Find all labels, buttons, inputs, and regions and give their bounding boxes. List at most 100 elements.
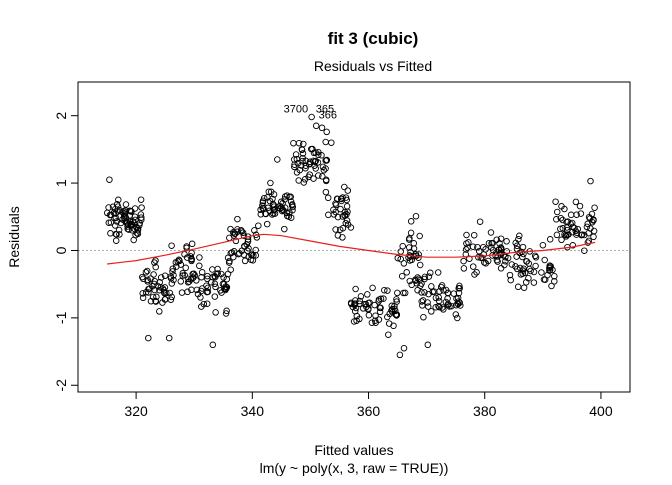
residual-point xyxy=(516,264,524,272)
residual-point xyxy=(185,278,193,285)
residual-point xyxy=(260,205,267,213)
residual-point xyxy=(320,166,328,174)
residual-point xyxy=(412,212,420,220)
residual-point xyxy=(139,273,146,281)
residual-point xyxy=(212,283,219,291)
residual-point xyxy=(482,260,490,267)
x-tick-label: 340 xyxy=(241,403,265,419)
residual-point xyxy=(107,219,115,226)
residual-point xyxy=(454,314,461,322)
residual-point xyxy=(456,284,463,292)
residual-point xyxy=(209,266,216,273)
residual-point xyxy=(497,235,505,242)
residual-point xyxy=(138,204,145,211)
residual-point xyxy=(552,198,559,205)
residual-point xyxy=(153,293,160,301)
residual-point xyxy=(475,247,483,255)
residual-point xyxy=(319,173,326,180)
residual-point xyxy=(397,248,405,255)
residual-point xyxy=(471,271,478,278)
residual-point xyxy=(211,280,219,288)
residual-point xyxy=(212,273,219,281)
residual-point xyxy=(344,187,352,194)
residual-point xyxy=(516,232,523,240)
residual-point xyxy=(520,284,528,291)
residual-point xyxy=(507,276,514,284)
residual-point xyxy=(584,239,592,246)
residual-point xyxy=(306,171,313,178)
residual-point xyxy=(145,285,152,293)
residual-point xyxy=(479,254,486,262)
residual-point xyxy=(150,280,158,288)
residual-point xyxy=(475,254,482,261)
residual-point xyxy=(407,229,415,237)
residual-point xyxy=(198,273,205,281)
residual-point xyxy=(547,263,555,270)
residual-point xyxy=(591,204,598,211)
residual-point xyxy=(351,301,359,309)
residual-point xyxy=(328,139,335,146)
residual-point xyxy=(527,267,534,275)
residual-point xyxy=(281,193,289,200)
residual-point xyxy=(553,208,561,216)
residual-point xyxy=(196,262,203,270)
residual-point xyxy=(368,319,376,326)
residual-point xyxy=(131,205,139,212)
residual-point xyxy=(553,216,560,223)
residual-point xyxy=(300,140,307,148)
residual-point xyxy=(251,227,258,234)
residual-point xyxy=(145,334,152,342)
lowess-smoother-line xyxy=(107,233,596,265)
residual-point xyxy=(115,226,123,234)
residual-point xyxy=(419,302,426,309)
residual-point xyxy=(497,265,505,272)
residual-point xyxy=(122,207,129,214)
residual-point xyxy=(149,293,157,301)
residual-point xyxy=(262,210,270,218)
residual-point xyxy=(299,154,306,162)
residual-point xyxy=(434,269,442,276)
residual-point xyxy=(375,298,382,305)
residual-point xyxy=(337,205,344,213)
residual-point xyxy=(351,307,359,315)
residual-point xyxy=(520,265,527,272)
residual-point xyxy=(133,229,141,237)
y-tick-label: -2 xyxy=(53,379,69,392)
residual-point xyxy=(347,224,355,231)
residual-point xyxy=(567,220,574,228)
residual-point xyxy=(285,213,293,220)
residual-point xyxy=(418,289,425,296)
residual-point xyxy=(357,293,365,300)
residual-point xyxy=(222,310,230,317)
residual-point xyxy=(196,254,203,261)
residual-point xyxy=(577,210,585,217)
residual-point xyxy=(519,253,526,261)
residual-point xyxy=(420,313,427,321)
residual-point xyxy=(290,139,297,147)
residual-point xyxy=(259,204,266,212)
residual-point xyxy=(169,265,177,272)
residual-point xyxy=(337,195,345,203)
residual-point xyxy=(424,303,432,310)
residual-point xyxy=(139,290,146,297)
residual-point xyxy=(394,254,402,262)
residual-point xyxy=(503,238,510,245)
residual-point xyxy=(274,156,281,163)
residual-point xyxy=(223,307,230,315)
residual-point xyxy=(230,253,237,261)
residual-point xyxy=(315,172,322,179)
residual-point xyxy=(356,297,364,305)
residual-point xyxy=(113,201,121,208)
plot-frame xyxy=(77,81,631,393)
residual-point xyxy=(436,303,443,311)
residual-point xyxy=(403,269,410,276)
residual-point xyxy=(259,197,267,205)
residual-point xyxy=(514,283,522,291)
residual-point xyxy=(365,311,373,319)
residual-point xyxy=(407,248,414,256)
residual-point xyxy=(386,310,393,318)
residual-point xyxy=(501,261,508,269)
x-tick-label: 400 xyxy=(589,403,613,419)
